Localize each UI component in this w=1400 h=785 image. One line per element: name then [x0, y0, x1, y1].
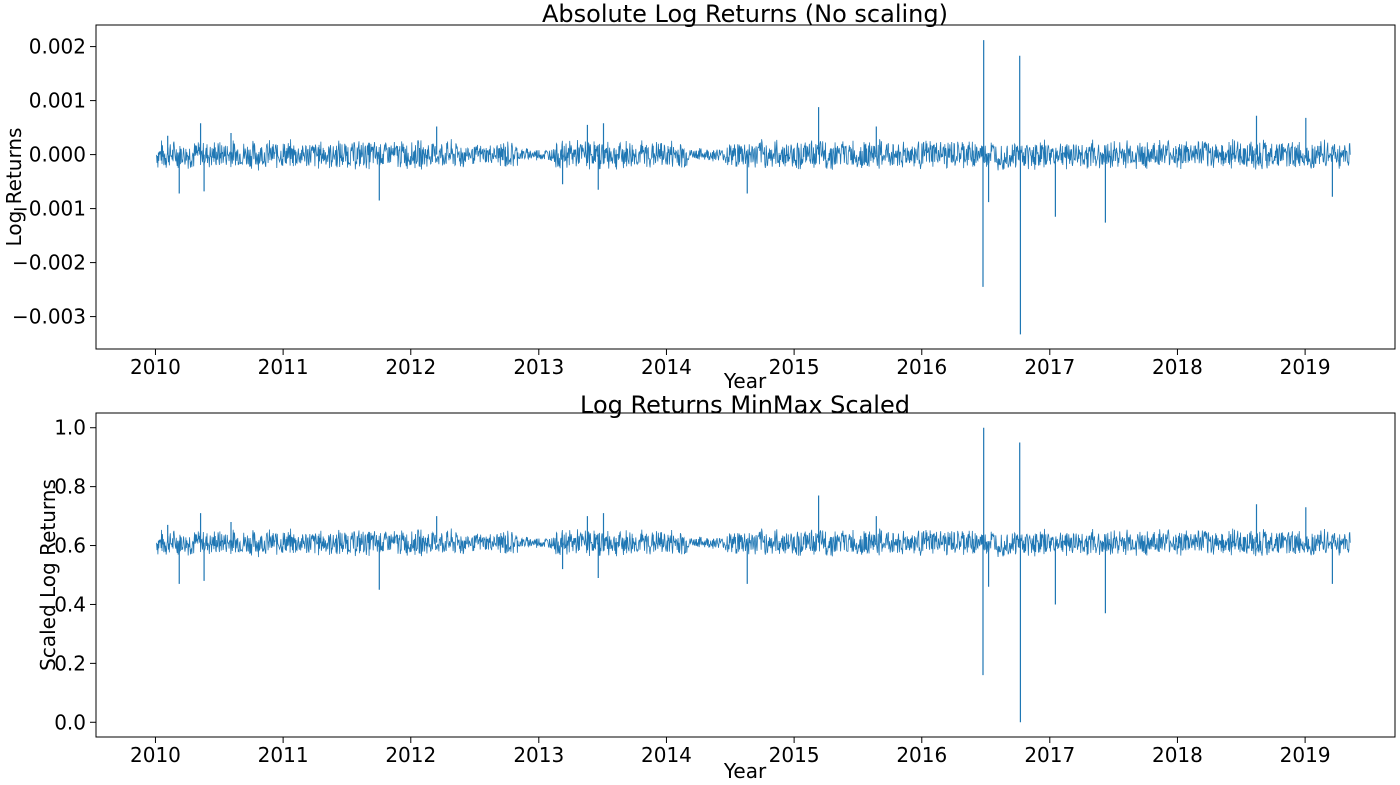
x-tick-label: 2012: [385, 743, 436, 767]
series-spikes: [167, 40, 1333, 335]
y-tick-label: 0.002: [29, 35, 86, 59]
x-tick-label: 2011: [258, 355, 309, 379]
series-line: [156, 528, 1351, 558]
y-tick-label: 0.0: [54, 710, 86, 734]
y-tick-label: 1.0: [54, 416, 86, 440]
x-tick-label: 2015: [769, 355, 820, 379]
chart-title: Log Returns MinMax Scaled: [580, 391, 910, 419]
x-tick-label: 2017: [1024, 743, 1075, 767]
chart-minmax-scaled: Log Returns MinMax Scaled Scaled Log Ret…: [36, 391, 1396, 783]
x-tick-label: 2013: [513, 355, 564, 379]
chart-title: Absolute Log Returns (No scaling): [542, 0, 948, 28]
axis-ticks: 2010 2011 2012 2013 2014 2015 2016 2017 2018 2019…: [54, 416, 1330, 767]
x-tick-label: 2018: [1152, 743, 1203, 767]
x-tick-label: 2013: [513, 743, 564, 767]
x-tick-label: 2014: [641, 743, 692, 767]
x-tick-label: 2017: [1024, 355, 1075, 379]
x-tick-label: 2010: [130, 355, 181, 379]
x-axis-label: Year: [723, 369, 767, 393]
y-tick-label: −0.003: [12, 305, 86, 329]
x-tick-label: 2018: [1152, 355, 1203, 379]
y-tick-label: 0.8: [54, 475, 86, 499]
x-tick-label: 2015: [769, 743, 820, 767]
x-tick-label: 2016: [896, 355, 947, 379]
axis-ticks: 2010 2011 2012 2013 2014 2015 2016 2017 2018 2019…: [12, 35, 1331, 379]
x-axis-label: Year: [723, 759, 767, 783]
y-tick-label: 0.4: [54, 592, 86, 616]
x-tick-label: 2010: [130, 743, 181, 767]
y-tick-label: 0.6: [54, 534, 86, 558]
x-tick-label: 2016: [896, 743, 947, 767]
y-tick-label: −0.001: [12, 197, 86, 221]
series-spikes: [167, 427, 1333, 723]
x-tick-label: 2019: [1280, 743, 1331, 767]
y-tick-label: 0.001: [29, 89, 86, 113]
x-tick-label: 2014: [641, 355, 692, 379]
x-tick-label: 2011: [258, 743, 309, 767]
plot-frame: [95, 24, 1396, 350]
chart-absolute-log-returns: Absolute Log Returns (No scaling) Log Re…: [2, 0, 1396, 393]
y-tick-label: 0.000: [29, 143, 86, 167]
plot-frame: [95, 412, 1396, 738]
y-axis-label: Log Returns: [2, 128, 26, 247]
y-axis-label: Scaled Log Returns: [36, 479, 60, 671]
x-tick-label: 2019: [1280, 355, 1331, 379]
x-tick-label: 2012: [385, 355, 436, 379]
y-tick-label: 0.2: [54, 651, 86, 675]
series-line: [156, 139, 1351, 171]
y-tick-label: −0.002: [12, 251, 86, 275]
